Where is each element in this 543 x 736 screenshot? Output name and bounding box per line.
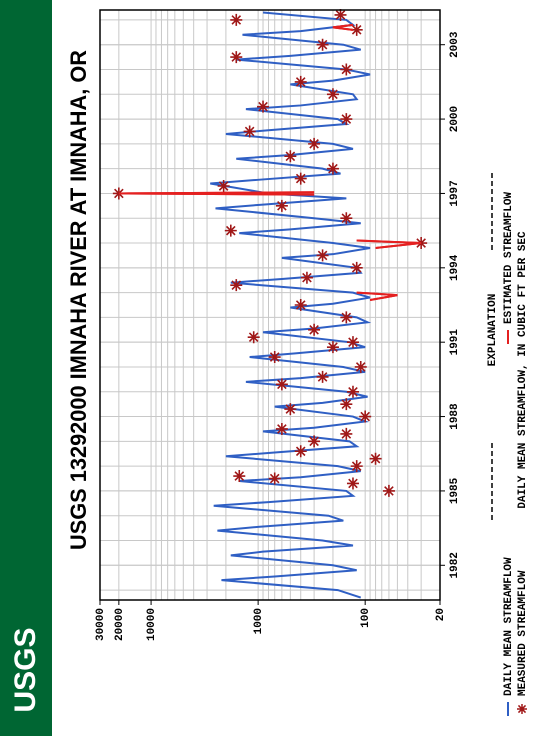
measurement-star bbox=[230, 51, 243, 64]
y-tick-label: 20 bbox=[435, 608, 447, 621]
measurement-star bbox=[275, 422, 288, 435]
measurement-star bbox=[340, 212, 353, 225]
plot-frame bbox=[99, 9, 441, 601]
measurement-star bbox=[230, 279, 243, 292]
measurement-star bbox=[359, 410, 372, 423]
y-tick-label: 20000 bbox=[114, 608, 126, 641]
logo: USGS bbox=[9, 627, 42, 712]
measurement-star bbox=[284, 403, 297, 416]
x-tick-label: 1982 bbox=[449, 552, 461, 578]
measurement-star bbox=[308, 323, 321, 336]
measurement-star bbox=[346, 385, 359, 398]
x-tick-label: 2000 bbox=[449, 106, 461, 132]
x-tick-label: 1991 bbox=[449, 329, 461, 356]
measurement-star bbox=[326, 341, 339, 354]
measurement-star bbox=[294, 299, 307, 311]
measurement-star bbox=[350, 460, 363, 473]
measurement-star bbox=[224, 224, 237, 237]
measurement-star bbox=[340, 311, 353, 324]
measurement-star bbox=[340, 398, 353, 411]
series-line bbox=[118, 23, 422, 302]
y-tick-label: 100 bbox=[360, 608, 372, 628]
chart-title: USGS 13292000 IMNAHA RIVER AT IMNAHA, OR bbox=[66, 50, 91, 550]
measurement-star bbox=[350, 23, 363, 36]
measurement-star bbox=[354, 360, 367, 373]
measurement-star bbox=[275, 378, 288, 391]
measurement-star bbox=[316, 370, 329, 383]
measurement-star bbox=[340, 427, 353, 440]
measurement-star bbox=[284, 150, 297, 163]
x-tick-label: 2003 bbox=[449, 31, 461, 58]
measurement-star bbox=[308, 137, 321, 150]
y-tick-label: 30000 bbox=[95, 608, 107, 641]
measurement-star bbox=[247, 331, 260, 344]
measurement-star bbox=[268, 351, 281, 364]
measurement-star bbox=[382, 484, 395, 497]
measurement-star bbox=[300, 271, 313, 284]
measurement-star bbox=[294, 75, 307, 88]
legend-label: MEASURED STREAMFLOW bbox=[517, 570, 529, 696]
x-tick-label: 1997 bbox=[449, 180, 461, 206]
measurement-star bbox=[275, 199, 288, 212]
measurement-star bbox=[233, 470, 246, 483]
measurement-star bbox=[243, 125, 256, 138]
y-tick-label: 1000 bbox=[253, 608, 265, 634]
measurement-star bbox=[326, 88, 339, 101]
measurement-star bbox=[334, 8, 347, 21]
x-tick-label: 1994 bbox=[449, 254, 461, 281]
measurement-star bbox=[346, 336, 359, 349]
measurement-star bbox=[326, 162, 339, 175]
legend-label: DAILY MEAN STREAMFLOW bbox=[503, 557, 515, 696]
measurement-star bbox=[350, 261, 363, 274]
y-tick-label: 10000 bbox=[146, 608, 158, 641]
measurement-star bbox=[217, 180, 230, 193]
measurement-star bbox=[230, 13, 243, 26]
measurement-star bbox=[340, 113, 353, 126]
measurement-star bbox=[308, 435, 321, 448]
x-tick-label: 1985 bbox=[449, 477, 461, 504]
measurement-star bbox=[340, 63, 353, 76]
measurement-star bbox=[268, 472, 281, 485]
rotated-chart: USGS USGS 13292000 IMNAHA RIVER AT IMNAH… bbox=[9, 8, 529, 716]
measurement-star bbox=[316, 249, 329, 262]
measurement-star bbox=[346, 477, 359, 490]
measurement-star bbox=[316, 38, 329, 51]
measurement-star bbox=[369, 452, 382, 465]
banner bbox=[0, 0, 52, 736]
y-axis-label: DAILY MEAN STREAMFLOW, IN CUBIC FT PER S… bbox=[517, 231, 529, 509]
measurement-star bbox=[257, 100, 270, 113]
x-tick-label: 1988 bbox=[449, 403, 461, 430]
measurement-star bbox=[294, 445, 307, 458]
legend-label: ESTIMATED STREAMFLOW bbox=[503, 192, 515, 324]
measurement-star bbox=[294, 172, 307, 185]
legend-title: EXPLANATION bbox=[487, 294, 499, 367]
legend-marker bbox=[517, 704, 527, 714]
